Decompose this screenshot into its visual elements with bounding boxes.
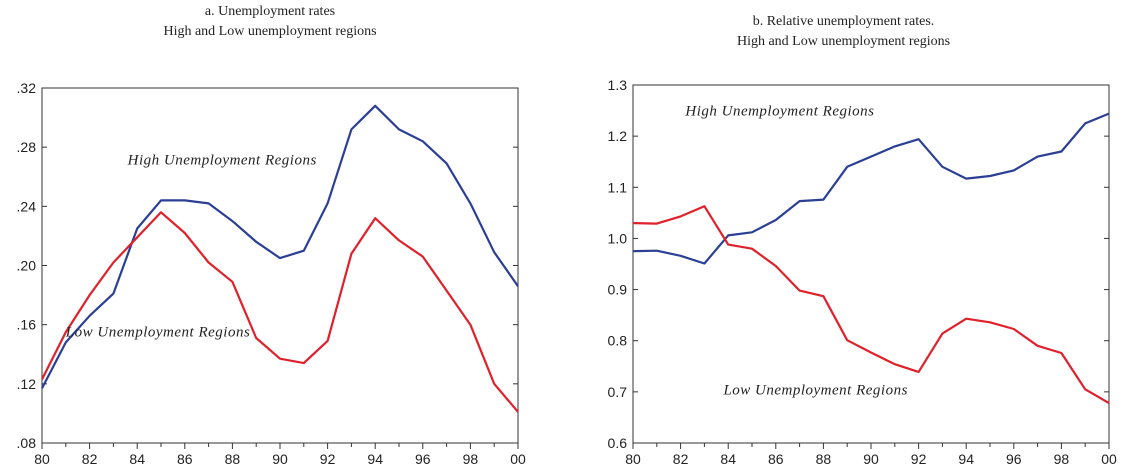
x-tick-label: 92 <box>911 451 927 467</box>
x-tick-label: 82 <box>673 451 689 467</box>
x-tick-label: 80 <box>625 451 641 467</box>
x-tick-label: 94 <box>958 451 974 467</box>
series-line-low-unemployment <box>41 211 519 413</box>
chart-subtitle: High and Low unemployment regions <box>163 24 377 39</box>
chart-subtitle: High and Low unemployment regions <box>736 34 951 49</box>
y-tick-label: .24 <box>17 198 37 214</box>
annotation-low-unemployment: Low Unemployment Regions <box>722 383 907 399</box>
y-tick-label: 1.3 <box>608 77 628 93</box>
x-tick-label: 86 <box>768 451 784 467</box>
y-tick-label: .12 <box>17 376 37 392</box>
y-tick-label: 0.7 <box>608 384 628 400</box>
x-tick-label: 96 <box>1006 451 1022 467</box>
chart-panel-unemployment-rates: a. Unemployment rates High and Low unemp… <box>0 0 540 469</box>
chart-title: b. Relative unemployment rates. <box>752 14 935 29</box>
x-tick-label: 90 <box>863 451 879 467</box>
y-tick-label: 1.1 <box>608 179 628 195</box>
x-tick-label: 80 <box>34 451 50 467</box>
series-line-low-unemployment <box>632 205 1110 405</box>
x-tick-label: 82 <box>82 451 98 467</box>
x-tick-label: 88 <box>225 451 241 467</box>
x-tick-label: 88 <box>816 451 832 467</box>
x-tick-label: 00 <box>1101 451 1117 467</box>
relative-unemployment-rates-chart: 0.6 0.7 0.8 0.9 1.0 1.1 1.2 1.3 80 82 84 86 88 90 92 94… <box>608 77 1117 467</box>
chart-panel-relative-unemployment-rates: b. Relative unemployment rates. High and… <box>560 0 1127 469</box>
series-line-high-unemployment <box>41 104 519 389</box>
x-tick-label: 84 <box>129 451 145 467</box>
x-tick-label: 98 <box>1054 451 1070 467</box>
x-tick-label: 86 <box>177 451 193 467</box>
chart-title: a. Unemployment rates <box>204 4 336 19</box>
y-tick-label: .20 <box>17 258 37 274</box>
x-tick-label: 00 <box>510 451 526 467</box>
unemployment-rates-chart: .08 .12 .16 .20 .24 .28 .32 80 82 84 86 88 90 92 94 96 9… <box>17 80 526 467</box>
y-tick-label: 0.9 <box>608 282 628 298</box>
x-tick-label: 92 <box>320 451 336 467</box>
x-tick-label: 94 <box>367 451 383 467</box>
y-tick-label: 1.0 <box>608 230 628 246</box>
y-tick-label: .16 <box>17 317 37 333</box>
annotation-high-unemployment: High Unemployment Regions <box>684 103 874 119</box>
y-tick-label: .32 <box>17 80 37 96</box>
y-tick-label: .28 <box>17 139 37 155</box>
annotation-high-unemployment: High Unemployment Regions <box>127 152 317 168</box>
plot-frame <box>41 87 519 444</box>
y-tick-label: 1.2 <box>608 128 628 144</box>
annotation-low-unemployment: Low Unemployment Regions <box>65 325 250 341</box>
y-tick-label: 0.6 <box>608 435 628 451</box>
x-tick-label: 84 <box>720 451 736 467</box>
series-line-high-unemployment <box>632 112 1110 265</box>
x-tick-label: 98 <box>463 451 479 467</box>
y-tick-label: .08 <box>17 435 37 451</box>
x-tick-label: 90 <box>272 451 288 467</box>
x-tick-label: 96 <box>415 451 431 467</box>
y-tick-label: 0.8 <box>608 333 628 349</box>
